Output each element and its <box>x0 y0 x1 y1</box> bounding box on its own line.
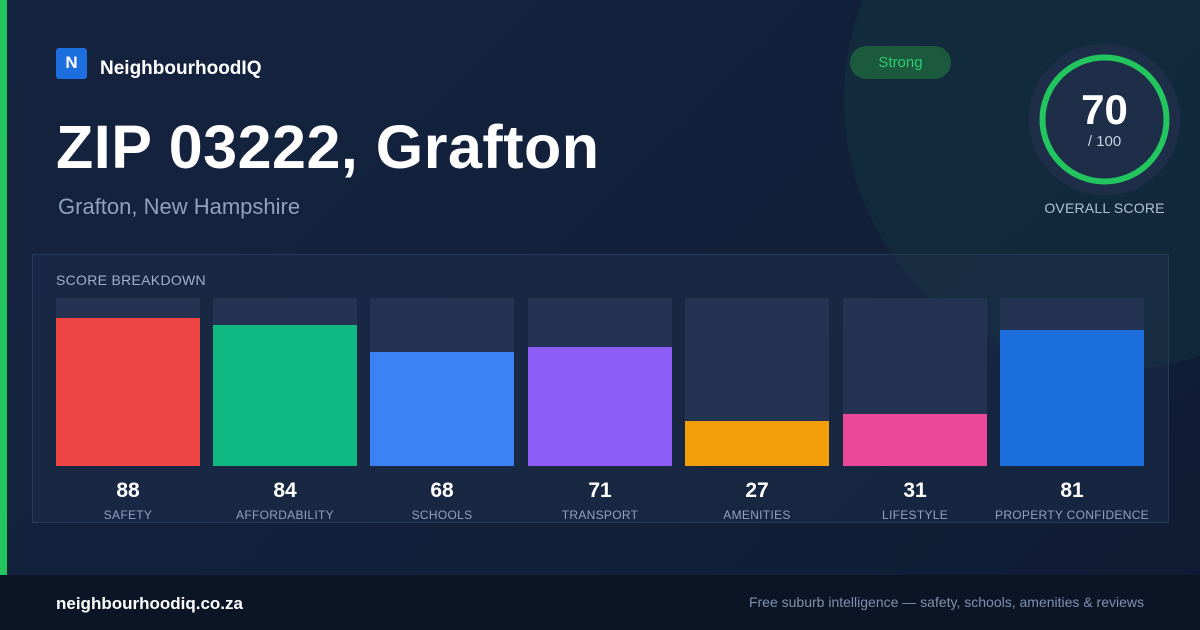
bar-value: 68 <box>430 479 454 502</box>
bar-value: 84 <box>273 479 297 502</box>
bar-label: LIFESTYLE <box>881 508 949 522</box>
status-badge: Strong <box>850 46 951 79</box>
overall-score-label: OVERALL SCORE <box>1044 200 1165 216</box>
score-bar-lifestyle: 31 LIFESTYLE <box>843 298 987 522</box>
bar-track <box>843 298 987 466</box>
bar-fill <box>56 318 200 466</box>
location-subtitle: Grafton, New Hampshire <box>58 194 301 219</box>
bar-track <box>213 298 357 466</box>
accent-bar <box>0 0 7 575</box>
bar-value: 81 <box>1060 479 1084 502</box>
page-title: ZIP 03222, Grafton <box>56 113 600 181</box>
bar-label: TRANSPORT <box>561 508 639 522</box>
bar-label: SAFETY <box>103 508 153 522</box>
bar-fill <box>843 413 987 466</box>
bar-track <box>685 298 829 466</box>
bar-label: SCHOOLS <box>411 508 473 522</box>
bar-track <box>528 298 672 466</box>
score-breakdown-title: SCORE BREAKDOWN <box>56 272 206 288</box>
bar-fill <box>528 346 672 466</box>
bar-value: 27 <box>745 479 769 502</box>
brand: N NeighbourhoodIQ <box>56 46 261 80</box>
bar-value: 88 <box>116 479 140 502</box>
bar-fill <box>370 351 514 466</box>
bar-label: PROPERTY CONFIDENCE <box>995 508 1149 522</box>
overall-score-value: 70 <box>1081 86 1128 133</box>
bar-fill <box>685 420 829 466</box>
gauge-ring <box>1039 54 1170 185</box>
overall-score-max: / 100 <box>1087 133 1122 150</box>
bar-track <box>1000 298 1144 466</box>
bar-fill <box>213 324 357 466</box>
score-bar-schools: 68 SCHOOLS <box>370 298 514 522</box>
score-bar-transport: 71 TRANSPORT <box>528 298 672 522</box>
bar-label: AFFORDABILITY <box>236 508 334 522</box>
bar-track <box>370 298 514 466</box>
bar-fill <box>1000 329 1144 466</box>
footer-site-link[interactable]: neighbourhoodiq.co.za <box>56 594 243 613</box>
bar-label: AMENITIES <box>723 508 791 522</box>
brand-name: NeighbourhoodIQ <box>100 58 262 79</box>
score-bar-amenities: 27 AMENITIES <box>685 298 829 522</box>
bar-value: 31 <box>903 479 927 502</box>
brand-logo-icon: N <box>56 47 87 79</box>
score-bar-affordability: 84 AFFORDABILITY <box>213 298 357 522</box>
footer-tagline: Free suburb intelligence — safety, schoo… <box>748 594 1144 610</box>
gauge-background <box>1028 43 1181 196</box>
overall-score-gauge <box>1028 43 1181 196</box>
score-bar-property-confidence: 81 PROPERTY CONFIDENCE <box>995 298 1149 522</box>
score-bar-safety: 88 SAFETY <box>56 298 200 522</box>
bar-track <box>56 298 200 466</box>
footer <box>0 575 1200 630</box>
bar-value: 71 <box>588 479 612 502</box>
